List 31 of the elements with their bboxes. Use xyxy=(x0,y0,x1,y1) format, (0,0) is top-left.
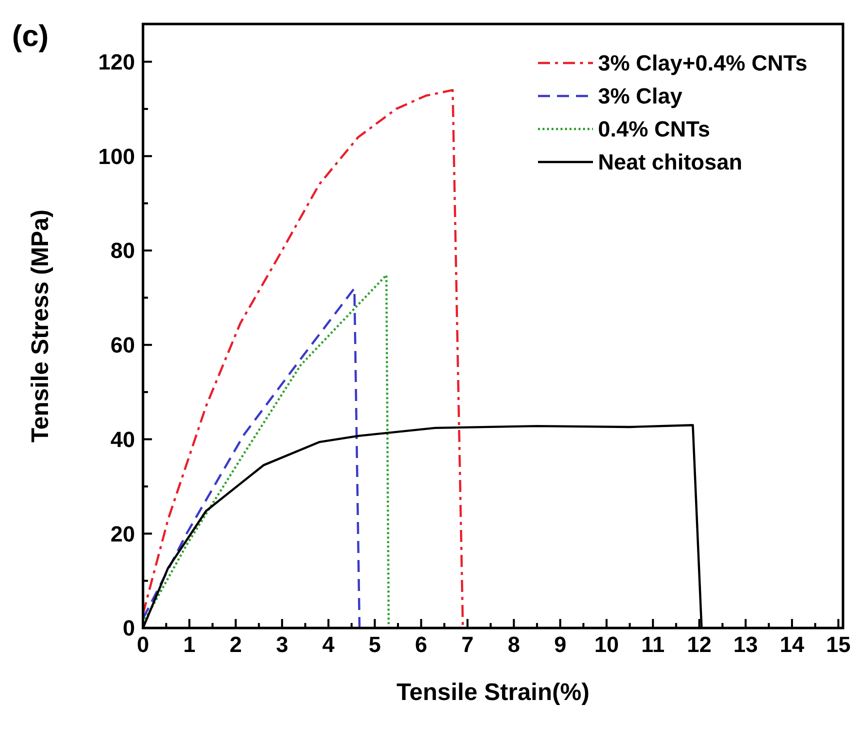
y-tick-label: 20 xyxy=(110,521,135,546)
x-tick-label: 8 xyxy=(508,632,520,657)
x-tick-label: 1 xyxy=(183,632,196,657)
line-series xyxy=(142,274,390,630)
legend-label: 0.4% CNTs xyxy=(598,116,710,142)
x-tick-label: 6 xyxy=(415,632,428,657)
x-tick-label: 14 xyxy=(780,632,805,657)
x-tick-label: 5 xyxy=(368,632,381,657)
x-tick-label: 10 xyxy=(594,632,619,657)
y-tick-label: 120 xyxy=(98,49,135,74)
y-axis-title: Tensile Stress (MPa) xyxy=(27,210,54,442)
y-tick-label: 40 xyxy=(110,426,135,452)
legend-label: 3% Clay xyxy=(598,84,684,109)
x-tick-label: 13 xyxy=(733,632,758,657)
legend-label: 3% Clay+0.4% CNTs xyxy=(598,50,808,76)
y-tick-label: 80 xyxy=(110,238,135,264)
y-tick-label: 100 xyxy=(98,144,135,169)
text: (c) xyxy=(12,20,49,53)
x-tick-label: 12 xyxy=(687,632,712,657)
y-tick-label: 60 xyxy=(110,332,135,358)
line-series xyxy=(142,287,361,630)
x-tick-label: 15 xyxy=(826,632,851,657)
x-tick-label: 7 xyxy=(461,632,474,657)
x-tick-label: 4 xyxy=(322,632,336,657)
x-tick-label: 2 xyxy=(230,632,242,657)
legend-label: Neat chitosan xyxy=(598,150,742,175)
x-tick-label: 9 xyxy=(554,632,566,657)
x-axis-title: Tensile Strain(%) xyxy=(396,679,590,706)
x-tick-label: 11 xyxy=(641,632,665,657)
y-tick-label: 0 xyxy=(122,616,135,641)
x-tick-label: 3 xyxy=(276,632,288,657)
